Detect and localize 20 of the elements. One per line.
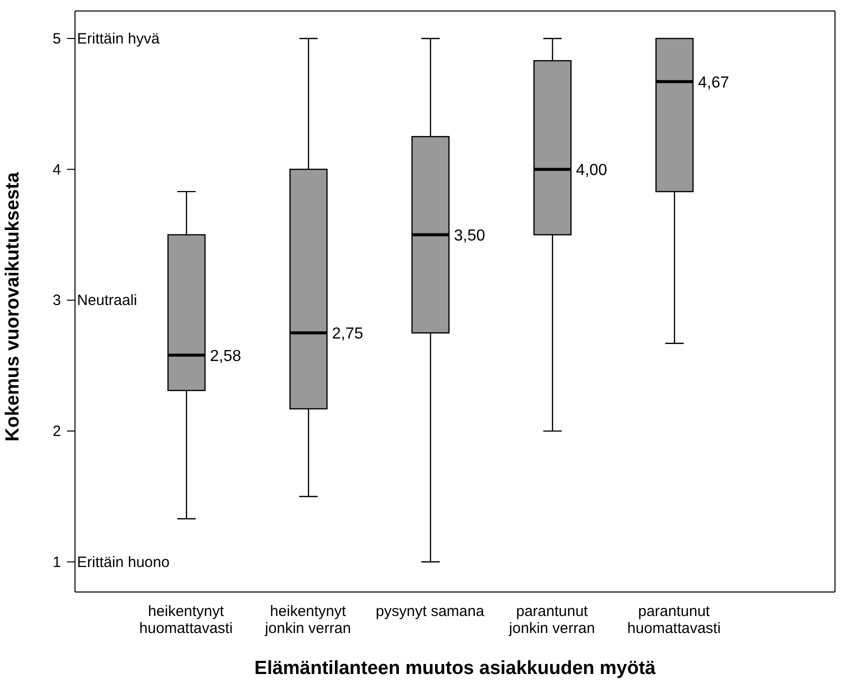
annotation: 2,75 (332, 326, 364, 343)
annotation: Erittäin huono (77, 554, 170, 571)
y-tick-label: 3 (52, 292, 61, 310)
y-tick-label: 4 (52, 161, 61, 178)
x-tick-label: parantunut huomattavasti (627, 603, 721, 637)
x-axis-title: Elämäntilanteen muutos asiakkuuden myötä (254, 658, 656, 679)
annotation: 4,00 (576, 162, 608, 180)
x-tick-label: pysynyt samana (376, 603, 485, 620)
y-tick-label: 1 (52, 554, 61, 571)
annotation: Erittäin hyvä (77, 30, 160, 48)
y-tick-label: 2 (52, 423, 61, 440)
y-tick-label: 5 (52, 30, 61, 48)
annotation: 4,67 (698, 74, 730, 92)
annotation: 2,58 (210, 348, 242, 365)
x-tick-label: heikentynyt jonkin verran (264, 603, 351, 637)
x-tick-label: parantunut jonkin verran (508, 603, 595, 637)
x-tick-label: heikentynyt huomattavasti (139, 603, 233, 637)
y-axis-title: Kokemus vuorovaikutuksesta (2, 172, 24, 442)
annotation: Neutraali (77, 292, 138, 310)
annotation: 3,50 (454, 227, 486, 244)
